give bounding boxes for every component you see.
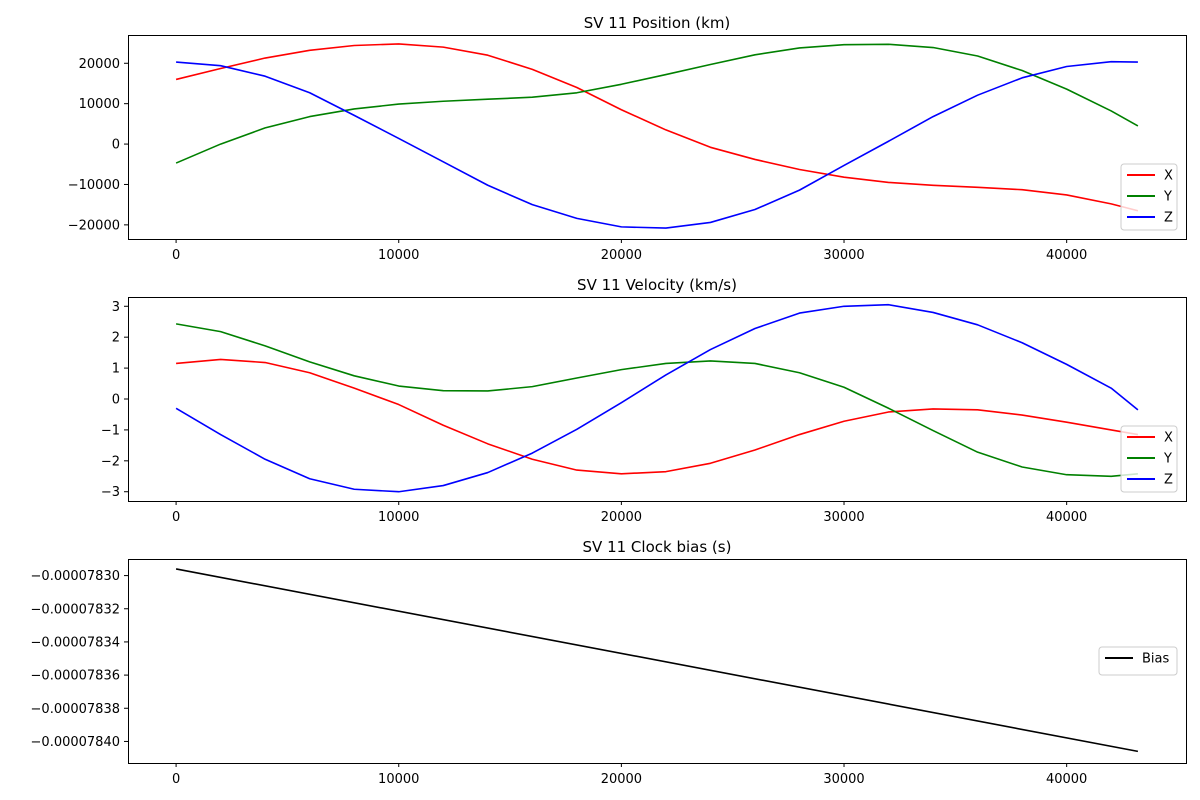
- legend: XYZ: [1120, 425, 1178, 493]
- chart-title: SV 11 Position (km): [584, 14, 731, 32]
- legend-label-y: Y: [1163, 190, 1172, 205]
- y-tick-label: −0.00007830: [31, 569, 120, 584]
- series-line-x: [176, 358, 1139, 475]
- chart-title: SV 11 Clock bias (s): [583, 538, 732, 556]
- y-tick-label: −0.00007834: [31, 635, 120, 650]
- axes-frame: [128, 35, 1187, 240]
- x-tick-label: 0: [172, 248, 180, 263]
- x-tick-label: 40000: [1046, 772, 1087, 787]
- x-tick-label: 20000: [601, 772, 642, 787]
- y-tick-label: −3: [101, 485, 120, 500]
- y-tick-label: 1: [112, 362, 120, 377]
- series-line-z: [176, 60, 1138, 229]
- y-tick-label: −0.00007832: [31, 602, 120, 617]
- y-tick-label: −0.00007838: [31, 702, 120, 717]
- x-tick-label: 10000: [378, 772, 419, 787]
- chart-1: SV 11 Position (km) 0 10000 20000 30000 40000…: [68, 14, 1187, 263]
- series-line-bias: [175, 568, 1139, 753]
- legend: XYZ: [1120, 163, 1178, 231]
- chart-3: SV 11 Clock bias (s) 0 10000 20000 30000 4000…: [31, 538, 1187, 787]
- y-tick-label: 3: [112, 300, 120, 315]
- x-tick-label: 10000: [378, 510, 419, 525]
- y-tick-label: 20000: [79, 57, 120, 72]
- legend-label-y: Y: [1163, 452, 1172, 467]
- legend-label-x: X: [1164, 169, 1173, 184]
- series-line-y: [175, 43, 1139, 164]
- x-tick-label: 40000: [1046, 510, 1087, 525]
- axes-frame: [128, 297, 1187, 502]
- y-tick-label: −1: [101, 423, 120, 438]
- y-tick-label: −2: [101, 454, 120, 469]
- y-tick-label: 2: [112, 331, 120, 346]
- series-line-x: [175, 43, 1139, 212]
- y-tick-label: −20000: [68, 218, 120, 233]
- y-tick-label: −0.00007840: [31, 735, 120, 750]
- legend: Bias: [1098, 646, 1178, 676]
- x-tick-label: 40000: [1046, 248, 1087, 263]
- x-tick-label: 30000: [823, 772, 864, 787]
- x-tick-label: 20000: [601, 510, 642, 525]
- y-tick-label: −10000: [68, 178, 120, 193]
- series-line-y: [175, 323, 1138, 478]
- x-tick-label: 30000: [823, 248, 864, 263]
- legend-label-x: X: [1164, 431, 1173, 446]
- chart-2: SV 11 Velocity (km/s) 0 10000 20000 30000 400…: [101, 276, 1187, 525]
- axes-frame: [128, 559, 1187, 764]
- legend-label-bias: Bias: [1142, 652, 1169, 667]
- legend-box: [1098, 646, 1178, 676]
- chart-title: SV 11 Velocity (km/s): [577, 276, 737, 294]
- x-tick-label: 0: [172, 772, 180, 787]
- x-tick-label: 20000: [601, 248, 642, 263]
- x-tick-label: 0: [172, 510, 180, 525]
- x-tick-label: 10000: [378, 248, 419, 263]
- legend-label-z: Z: [1164, 473, 1173, 488]
- y-tick-label: −0.00007836: [31, 669, 120, 684]
- y-tick-label: 0: [112, 138, 120, 153]
- y-tick-label: 10000: [79, 97, 120, 112]
- legend-label-z: Z: [1164, 211, 1173, 226]
- x-tick-label: 30000: [823, 510, 864, 525]
- y-tick-label: 0: [112, 393, 120, 408]
- series-line-z: [175, 303, 1139, 493]
